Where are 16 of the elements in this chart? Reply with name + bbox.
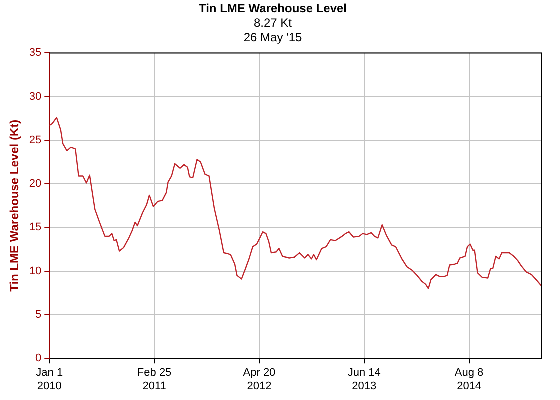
y-tick-label: 20 [29, 178, 42, 190]
chart-title: Tin LME Warehouse Level [198, 2, 348, 16]
x-tick-label: Jun 14 2013 [348, 367, 381, 392]
y-tick-label: 10 [29, 265, 42, 278]
y-tick-label: 5 [36, 309, 42, 322]
y-tick-label: 35 [29, 47, 42, 60]
x-tick-label: Apr 20 2012 [243, 367, 276, 392]
y-tick-label: 30 [29, 90, 42, 103]
x-tick-label: Feb 25 2011 [137, 367, 172, 392]
x-tick-label: Jan 1 2010 [36, 367, 64, 392]
chart-subtitle: 8.27 Kt 26 May '15 [244, 16, 302, 44]
y-tick-label: 25 [29, 134, 42, 146]
y-tick-label: 0 [36, 352, 42, 365]
y-axis-title: Tin LME Warehouse Level (Kt) [8, 120, 22, 292]
y-tick-label: 15 [29, 222, 42, 234]
x-tick-label: Aug 8 2014 [454, 367, 484, 392]
